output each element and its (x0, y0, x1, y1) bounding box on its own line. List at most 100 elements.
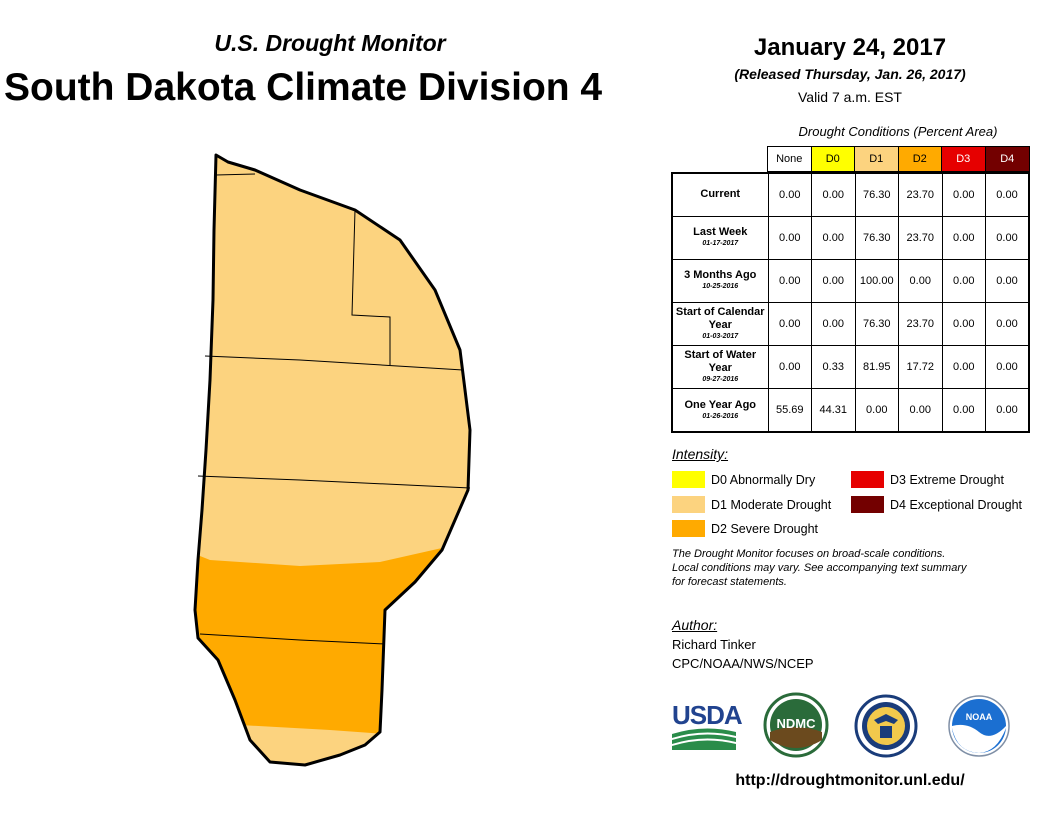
legend-swatch-d0 (672, 471, 705, 488)
ndmc-logo-icon: NDMC (763, 692, 829, 758)
table-cell: 23.70 (898, 172, 943, 217)
released-date: (Released Thursday, Jan. 26, 2017) (734, 66, 966, 82)
table-row: Start of Water Year 09-27-2016 0.00 0.33 81.… (671, 345, 1030, 390)
table-cell: 23.70 (898, 215, 943, 260)
legend-label-d4: D4 Exceptional Drought (890, 497, 1023, 512)
table-cell: 0.00 (941, 388, 986, 433)
col-header-d0: D0 (811, 147, 855, 171)
row-label-text: Start of Water Year (684, 349, 757, 375)
row-label: One Year Ago 01-26-2016 (671, 388, 769, 433)
legend-swatch-d4 (851, 496, 884, 513)
col-header-d2: D2 (898, 147, 942, 171)
ndmc-logo-label: NDMC (777, 716, 817, 731)
division-map-svg (193, 153, 472, 767)
legend-item-d2: D2 Severe Drought (672, 520, 818, 537)
table-cell: 100.00 (854, 258, 899, 304)
commerce-seal-icon (854, 694, 918, 758)
table-cell: 76.30 (854, 172, 899, 217)
table-cell: 0.00 (767, 345, 812, 390)
author-title: Author: (672, 617, 718, 633)
row-label: 3 Months Ago 10-25-2016 (671, 258, 769, 304)
legend-swatch-d1 (672, 496, 705, 513)
table-cell: 0.00 (941, 215, 986, 260)
table-cell: 0.00 (941, 172, 986, 217)
boundary-line-1 (215, 173, 256, 176)
col-header-d1: D1 (855, 147, 899, 171)
table-cell: 0.00 (811, 215, 856, 260)
table-cell: 0.00 (985, 345, 1030, 390)
col-header-none: None (768, 147, 812, 171)
row-label-text: Last Week (693, 226, 748, 239)
table-row: Current 0.00 0.00 76.30 23.70 0.00 0.00 (671, 172, 1030, 217)
usda-logo-icon (672, 728, 736, 750)
table-cell: 0.00 (898, 258, 943, 304)
disclaimer-line-1: The Drought Monitor focuses on broad-sca… (672, 548, 946, 560)
table-cell: 0.00 (767, 302, 812, 347)
legend-swatch-d2 (672, 520, 705, 537)
division-outline (193, 153, 472, 767)
d1-south-region (195, 725, 470, 765)
table-caption: Drought Conditions (Percent Area) (798, 124, 998, 139)
row-date: 01-26-2016 (702, 412, 739, 420)
table-cell: 0.00 (811, 172, 856, 217)
legend-title: Intensity: (672, 446, 729, 462)
legend-label-d2: D2 Severe Drought (711, 521, 819, 536)
table-cell: 0.00 (985, 388, 1030, 433)
legend-item-d1: D1 Moderate Drought (672, 496, 831, 513)
row-label-text: Current (700, 188, 741, 201)
table-row: Last Week 01-17-2017 0.00 0.00 76.30 23.70 0.0… (671, 215, 1030, 260)
boundary-line-3 (204, 355, 464, 371)
table-cell: 0.00 (941, 302, 986, 347)
boundary-line-4 (197, 475, 471, 489)
boundary-line-5 (199, 633, 386, 645)
disclaimer-text: The Drought Monitor focuses on broad-sca… (672, 547, 1032, 589)
row-label: Start of Water Year 09-27-2016 (671, 345, 769, 390)
col-header-d3: D3 (942, 147, 986, 171)
table-cell: 0.00 (985, 215, 1030, 260)
table-cell: 0.00 (941, 345, 986, 390)
legend-item-d3: D3 Extreme Drought (851, 471, 1004, 488)
table-cell: 44.31 (811, 388, 856, 433)
row-date: 09-27-2016 (702, 376, 739, 384)
table-cell: 0.00 (811, 258, 856, 304)
noaa-logo-label: NOAA (966, 712, 993, 722)
disclaimer-line-3: for forecast statements. (672, 576, 787, 588)
row-date: 01-17-2017 (702, 240, 739, 248)
row-label-text: Start of Calendar Year (675, 306, 765, 332)
table-cell: 55.69 (767, 388, 812, 433)
author-name: Richard Tinker (672, 637, 756, 652)
table-cell: 17.72 (898, 345, 943, 390)
legend-swatch-d3 (851, 471, 884, 488)
legend-item-d4: D4 Exceptional Drought (851, 496, 1022, 513)
table-cell: 0.00 (854, 388, 899, 433)
table-cell: 76.30 (854, 302, 899, 347)
table-row: One Year Ago 01-26-2016 55.69 44.31 0.00 0.00… (671, 388, 1030, 433)
table-cell: 0.00 (985, 258, 1030, 304)
drought-stats-table: Current 0.00 0.00 76.30 23.70 0.00 0.00 Last We… (671, 172, 1030, 434)
legend-item-d0: D0 Abnormally Dry (672, 471, 815, 488)
boundary-line-2 (351, 209, 391, 365)
table-cell: 0.33 (811, 345, 856, 390)
row-date: 10-25-2016 (702, 283, 739, 291)
noaa-logo-icon: NOAA (948, 695, 1010, 757)
page-title: South Dakota Climate Division 4 (4, 66, 603, 109)
legend-label-d3: D3 Extreme Drought (890, 472, 1004, 487)
monitor-url[interactable]: http://droughtmonitor.unl.edu/ (735, 772, 965, 789)
table-cell: 0.00 (985, 302, 1030, 347)
monitor-subtitle: U.S. Drought Monitor (214, 30, 446, 56)
table-cell: 0.00 (811, 302, 856, 347)
table-cell: 0.00 (767, 215, 812, 260)
table-row: Start of Calendar Year 01-03-2017 0.00 0.00… (671, 302, 1030, 347)
row-label-text: One Year Ago (684, 398, 757, 411)
table-cell: 0.00 (985, 172, 1030, 217)
table-cell: 0.00 (898, 388, 943, 433)
disclaimer-line-2: Local conditions may vary. See accompany… (672, 562, 967, 574)
author-org: CPC/NOAA/NWS/NCEP (672, 656, 814, 671)
valid-time: Valid 7 a.m. EST (797, 89, 902, 105)
table-cell: 0.00 (941, 258, 986, 304)
table-cell: 0.00 (767, 172, 812, 217)
table-cell: 23.70 (898, 302, 943, 347)
legend-label-d0: D0 Abnormally Dry (711, 472, 816, 487)
row-date: 01-03-2017 (702, 333, 739, 341)
row-label: Start of Calendar Year 01-03-2017 (671, 302, 769, 347)
